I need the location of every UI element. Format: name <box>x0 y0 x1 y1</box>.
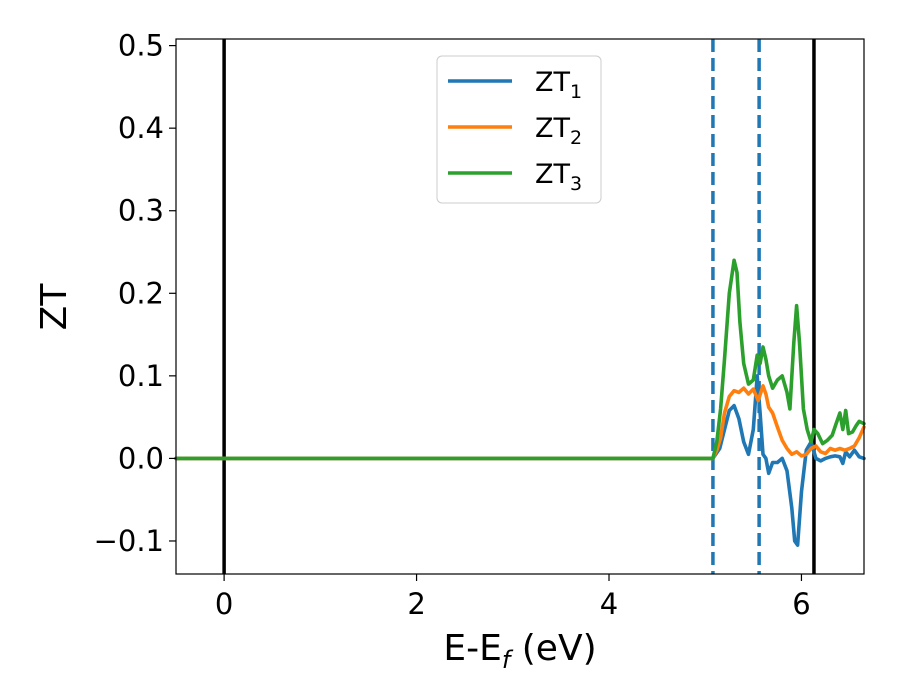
x-axis-label-main: E-E <box>443 628 501 669</box>
series-line-zt2 <box>174 384 866 461</box>
series-lines <box>174 258 866 547</box>
y-tick-label: 0.2 <box>118 276 164 310</box>
legend-frame <box>436 55 602 204</box>
y-tick-label: 0.0 <box>118 441 164 475</box>
plot-frame <box>175 38 865 575</box>
y-tick-label: 0.5 <box>118 29 164 63</box>
x-axis-label: E-Ef (eV) <box>443 628 596 674</box>
x-tick-label: 6 <box>792 587 810 621</box>
y-tick-label: 0.3 <box>118 194 164 228</box>
legend-label-zt3: ZT3 <box>535 159 582 195</box>
x-axis-ticks: 0 2 4 6 <box>215 574 811 621</box>
legend-label-zt2: ZT2 <box>535 113 582 149</box>
y-axis-ticks: −0.1 0.0 0.1 0.2 0.3 0.4 0.5 <box>94 29 176 558</box>
y-axis-label: ZT <box>34 283 75 331</box>
x-tick-label: 4 <box>600 587 618 621</box>
x-tick-label: 2 <box>407 587 425 621</box>
reference-lines <box>222 39 816 574</box>
legend-label-zt1: ZT1 <box>535 67 582 103</box>
x-axis-label-unit: (eV) <box>510 628 596 669</box>
legend: ZT1 ZT2 ZT3 <box>436 55 602 204</box>
x-tick-label: 0 <box>215 587 233 621</box>
y-tick-label: −0.1 <box>94 524 164 558</box>
series-line-zt3 <box>174 258 866 461</box>
series-line-zt1 <box>174 374 866 547</box>
y-tick-label: 0.1 <box>118 359 164 393</box>
y-tick-label: 0.4 <box>118 111 164 145</box>
